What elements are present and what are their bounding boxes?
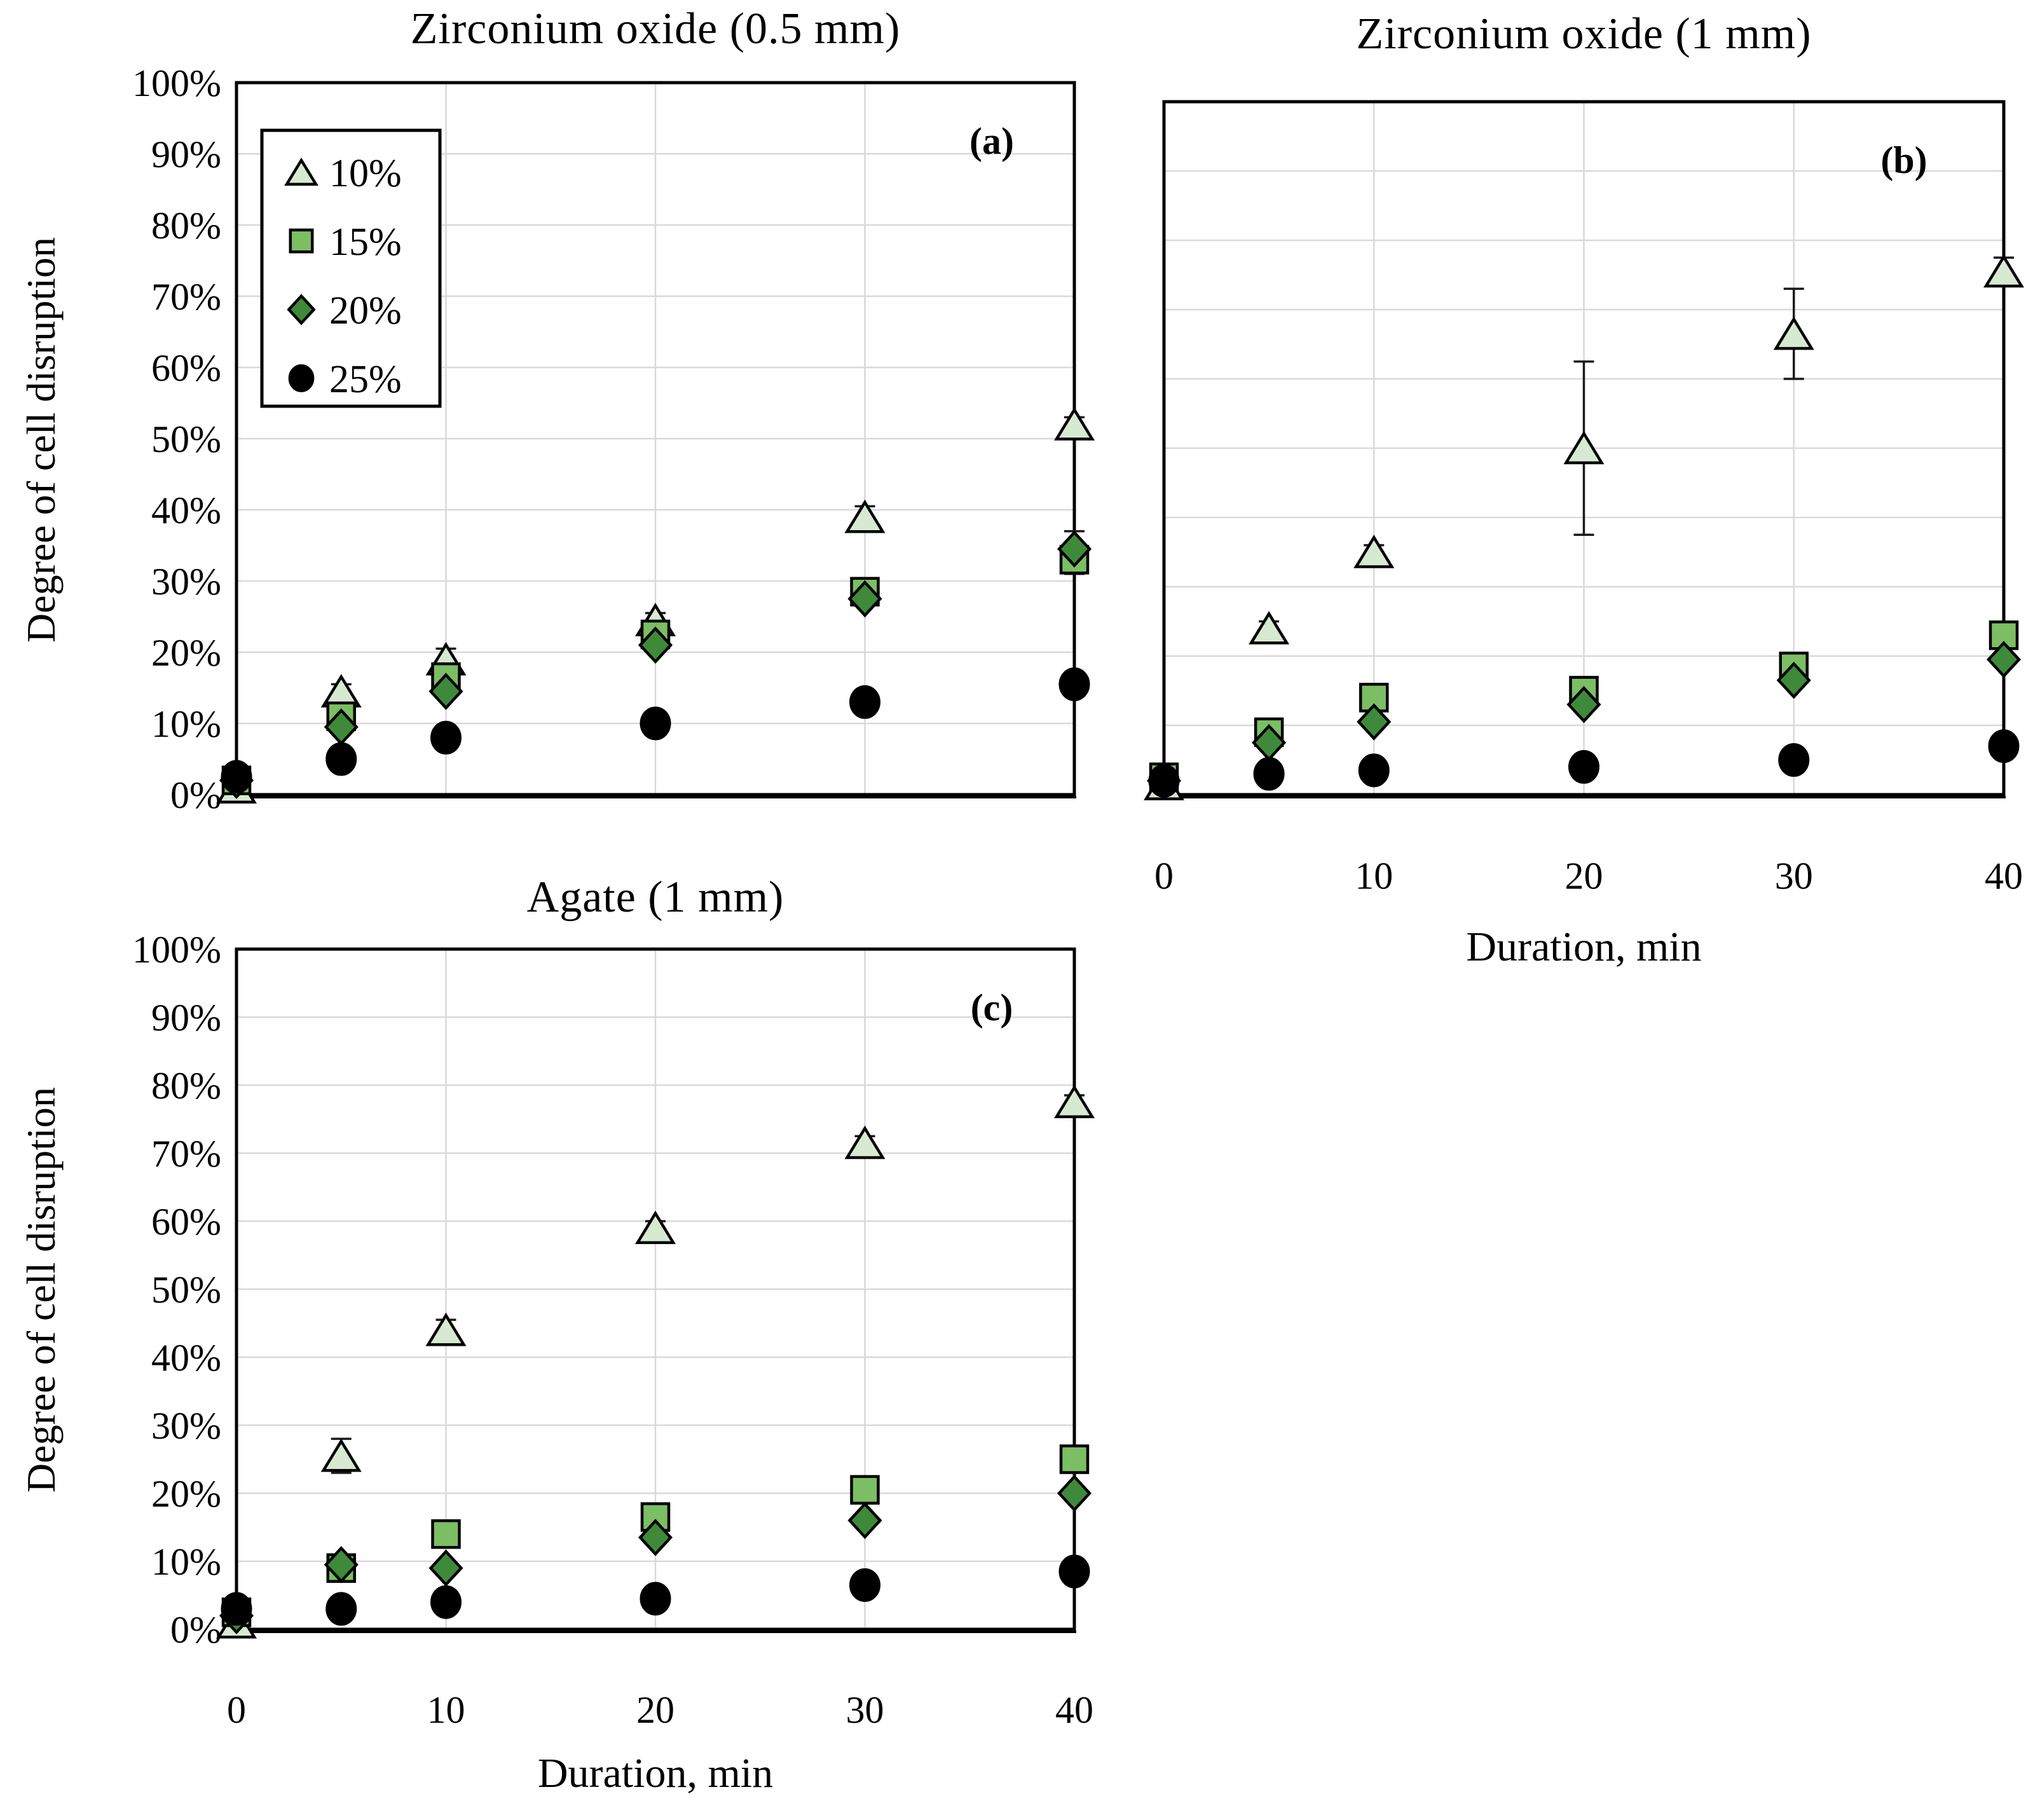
panel-c-title: Agate (1 mm)	[526, 873, 784, 922]
panel-c-series-15%-point	[431, 1519, 461, 1549]
panel-c-x-axis-title: Duration, min	[537, 1750, 774, 1796]
y-tick-label: 10%	[151, 703, 221, 745]
x-tick-label: 20	[636, 1689, 674, 1731]
panel-c-series-10%-point	[425, 1312, 467, 1346]
panel-c-series-25%-point	[221, 1592, 252, 1626]
panel-b-series-20%-point	[1357, 703, 1392, 741]
y-tick-label: 70%	[151, 1133, 221, 1175]
panel-b-series-25%-point	[1148, 763, 1180, 798]
panel-c-series-25%-point	[1058, 1554, 1090, 1589]
y-tick-label: 50%	[151, 418, 221, 460]
panel-b-series-25%-point	[1778, 743, 1810, 777]
panel-a-series-25%-point	[430, 720, 462, 755]
panel-a-series-20%-point	[638, 626, 673, 664]
panel-b-series-20%-point	[1986, 641, 2022, 678]
y-tick-label: 10%	[151, 1541, 221, 1583]
panel-c-series-10%-point	[1053, 1084, 1095, 1118]
panel-b-series-10%-point	[1773, 316, 1814, 350]
panel-a-label: (a)	[969, 120, 1014, 162]
panel-a-series-10%-point	[1053, 407, 1095, 441]
panel-b-series-25%-point	[1568, 749, 1599, 784]
y-tick-label: 90%	[151, 997, 221, 1039]
panel-b-x-axis-title: Duration, min	[1466, 924, 1702, 970]
panel-c-series-15%-point	[1059, 1444, 1090, 1474]
x-tick-label: 40	[1055, 1689, 1093, 1731]
y-tick-label: 0%	[170, 774, 221, 816]
panel-b-series-10%-point	[1249, 611, 1290, 645]
panel-a-title: Zirconium oxide (0.5 mm)	[410, 4, 901, 53]
panel-b-series-10%-point	[1563, 430, 1605, 465]
y-tick-label: 20%	[151, 632, 221, 674]
legend-marker-triangle	[284, 157, 318, 186]
panel-a-series-25%-point	[221, 760, 252, 794]
y-tick-label: 0%	[170, 1609, 221, 1651]
y-tick-label: 20%	[151, 1473, 221, 1515]
panel-b-series-10%-point	[1353, 535, 1395, 568]
panel-b-series-20%-point	[1566, 685, 1601, 723]
y-tick-label: 100%	[132, 929, 221, 971]
panel-c-label: (c)	[971, 987, 1013, 1029]
panel-c-series-25%-point	[325, 1592, 357, 1626]
panel-c-series-20%-point	[638, 1519, 673, 1556]
panel-b-series-10%-point	[1983, 254, 2025, 288]
y-tick-label: 60%	[151, 1201, 221, 1243]
y-tick-label: 70%	[151, 276, 221, 318]
panel-c-series-20%-point	[324, 1546, 359, 1584]
panel-c-series-10%-point	[320, 1438, 362, 1472]
legend-label: 25%	[329, 358, 402, 401]
panel-b-series-25%-point	[1358, 753, 1390, 788]
panel-b-series-20%-point	[1776, 661, 1811, 699]
panel-c-series-10%-point	[634, 1210, 676, 1244]
panel-c-series-25%-point	[849, 1568, 880, 1602]
y-tick-label: 80%	[151, 1065, 221, 1107]
legend-marker-circle	[288, 364, 315, 392]
panel-c-series-25%-point	[430, 1585, 462, 1619]
panel-a-series-25%-point	[640, 706, 671, 741]
y-tick-label: 40%	[151, 1337, 221, 1379]
y-tick-label: 60%	[151, 347, 221, 389]
x-tick-label: 30	[1775, 855, 1813, 897]
panel-b-title: Zirconium oxide (1 mm)	[1356, 10, 1812, 58]
panel-a-series-25%-point	[849, 685, 880, 719]
x-tick-label: 20	[1565, 855, 1603, 897]
x-tick-label: 30	[846, 1689, 884, 1731]
panel-a-series-10%-point	[844, 499, 886, 533]
legend-label: 20%	[329, 289, 402, 332]
panel-c-series-15%-point	[850, 1475, 880, 1505]
y-tick-label: 50%	[151, 1269, 221, 1311]
y-tick-label: 40%	[151, 489, 221, 531]
panel-c-series-20%-point	[1057, 1474, 1092, 1512]
panel-b-label: (b)	[1880, 139, 1927, 181]
panel-b-series-25%-point	[1988, 729, 2020, 763]
y-tick-label: 30%	[151, 561, 221, 603]
y-tick-label: 80%	[151, 205, 221, 247]
panel-b-series-25%-point	[1253, 756, 1285, 791]
x-tick-label: 0	[227, 1689, 246, 1731]
x-tick-label: 40	[1985, 855, 2023, 897]
x-tick-label: 10	[427, 1689, 465, 1731]
legend-marker-diamond	[287, 294, 316, 325]
panel-c-series-10%-point	[844, 1125, 886, 1160]
plot-frame	[1162, 100, 2006, 797]
panel-c-series-15%-point	[640, 1502, 671, 1532]
plot-frame	[235, 947, 1076, 1631]
x-tick-label: 10	[1355, 855, 1393, 897]
panel-c-series-25%-point	[640, 1582, 671, 1616]
panel-a-series-25%-point	[325, 742, 357, 776]
panel-a-series-25%-point	[1058, 667, 1090, 701]
legend-label: 10%	[329, 152, 402, 195]
panel-c-series-20%-point	[428, 1549, 463, 1587]
panel-a-series-20%-point	[1057, 530, 1092, 568]
y-tick-label: 90%	[151, 133, 221, 175]
legend-marker-square	[289, 228, 314, 254]
legend-label: 15%	[329, 221, 402, 264]
y-tick-label: 30%	[151, 1405, 221, 1447]
panel-a-series-20%-point	[847, 580, 882, 618]
panel-a-series-20%-point	[428, 673, 463, 710]
panel-c-series-20%-point	[847, 1502, 882, 1540]
x-tick-label: 0	[1154, 855, 1174, 897]
y-tick-label: 100%	[132, 62, 221, 104]
